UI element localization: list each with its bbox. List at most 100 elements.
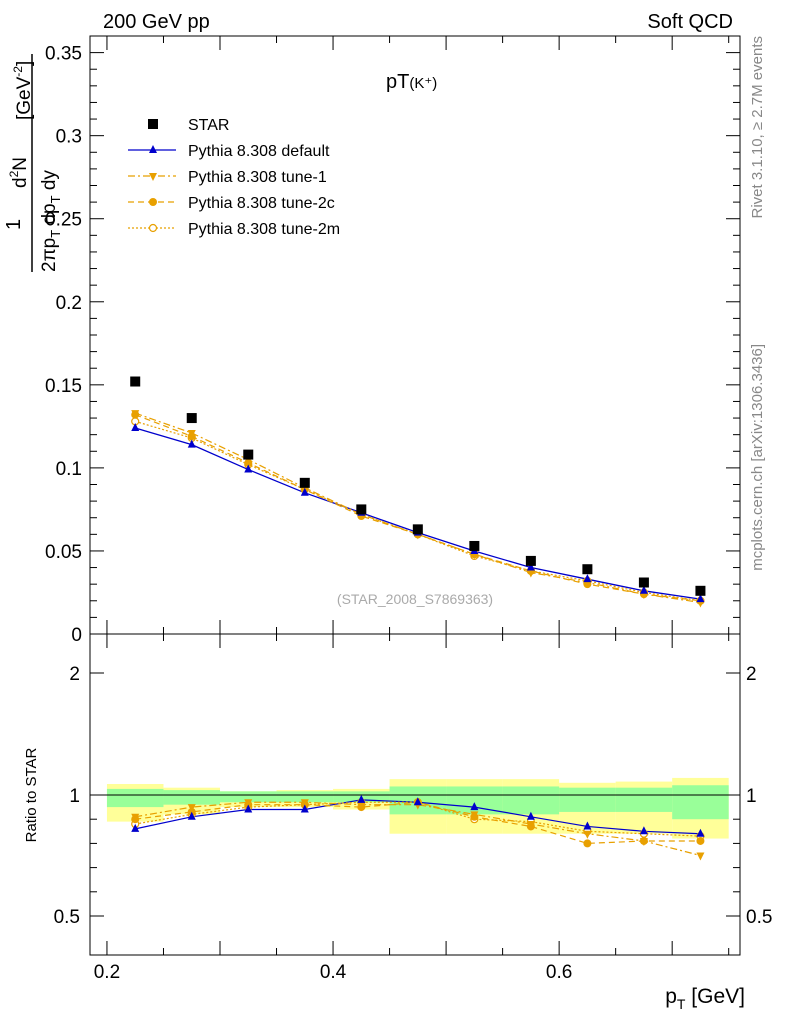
data-point-star [412, 524, 423, 535]
y-tick-label: 0.15 [45, 376, 82, 397]
side-label-upper: Rivet 3.1.10, ≥ 2.7M events [749, 36, 766, 219]
data-point-star [695, 585, 706, 596]
data-point-star [130, 376, 141, 387]
data-point-star [299, 477, 310, 488]
svg-text:d2N: d2N [7, 157, 31, 188]
plot-title-main: pT [386, 71, 409, 93]
data-point-star [356, 504, 367, 515]
uncertainty-band-inner [163, 790, 220, 805]
data-point [696, 594, 705, 603]
ratio-point [244, 799, 253, 808]
uncertainty-band-inner [559, 787, 616, 812]
legend-label: Pythia 8.308 tune-2c [188, 195, 335, 212]
x-tick-label: 0.6 [546, 962, 572, 983]
svg-text:2πpT dpT dy: 2πpT dpT dy [39, 170, 63, 272]
data-point [300, 487, 309, 496]
y-tick-label: 1 [69, 786, 80, 807]
ratio-point [470, 811, 479, 820]
uncertainty-band-inner [672, 785, 729, 820]
ratio-point [413, 797, 422, 806]
ratio-axis-label: Ratio to STAR [23, 747, 40, 842]
legend-label: Pythia 8.308 default [188, 143, 330, 160]
ratio-point [131, 813, 140, 822]
legend-label: Pythia 8.308 tune-1 [188, 169, 327, 186]
data-point [583, 574, 592, 583]
legend-marker [148, 223, 158, 233]
y-tick-label: 0.05 [45, 542, 82, 563]
data-point-star [582, 564, 593, 575]
legend-marker [149, 198, 157, 206]
uncertainty-band-inner [220, 791, 277, 803]
ratio-line [135, 801, 701, 857]
x-axis-title: pT [GeV] [665, 985, 745, 1012]
y-tick-label: 2 [69, 664, 80, 685]
uncertainty-band-inner [276, 791, 334, 803]
series-line [135, 427, 701, 600]
y-tick-label-right: 2 [746, 664, 757, 685]
ratio-point [639, 837, 648, 846]
x-tick-label: 0.2 [94, 962, 120, 983]
legend-marker [148, 119, 158, 129]
ratio-point [187, 811, 196, 820]
ratio-point [357, 794, 366, 803]
y-tick-label: 0.5 [54, 907, 80, 928]
ratio-point [696, 836, 705, 845]
y-axis-title: 1 2πpT dpT dy d2N [GeV-2] [3, 54, 63, 272]
legend-item: STAR [148, 117, 229, 134]
uncertainty-band-inner [502, 786, 560, 815]
data-point [526, 569, 535, 578]
side-label-lower: mcplots.cern.ch [arXiv:1306.3436] [749, 344, 766, 571]
y-tick-label: 0.3 [56, 127, 82, 148]
svg-text:1: 1 [3, 219, 25, 230]
analysis-id: (STAR_2008_S7869363) [337, 591, 493, 607]
header-left: 200 GeV pp [103, 11, 210, 33]
uncertainty-band-inner [106, 788, 164, 808]
data-point-star [638, 577, 649, 588]
ratio-point [357, 801, 366, 810]
legend-item: Pythia 8.308 tune-1 [128, 169, 327, 186]
ratio-point [583, 821, 592, 830]
ratio-panel: 0.2 0.4 0.6 0.5 0.5 1 1 2 2 [54, 633, 772, 983]
legend: STAR Pythia 8.308 default Pythia 8.308 tun… [128, 117, 340, 238]
header-right: Soft QCD [647, 11, 733, 33]
data-point [187, 439, 196, 448]
data-point [131, 423, 140, 432]
legend-item: Pythia 8.308 tune-2c [128, 195, 335, 212]
series-line [135, 412, 701, 604]
ratio-point [696, 828, 705, 837]
ratio-point [526, 821, 535, 830]
series-line [135, 420, 701, 602]
legend-label: Pythia 8.308 tune-2m [188, 221, 340, 238]
y-tick-label: 0.35 [45, 44, 82, 65]
data-point [639, 585, 648, 594]
data-point [187, 430, 196, 439]
ratio-point [300, 804, 309, 813]
ratio-point [187, 804, 196, 813]
plot-title: pT(K⁺) [386, 71, 437, 93]
ratio-point [583, 839, 592, 848]
legend-item: Pythia 8.308 default [128, 143, 330, 160]
data-point-star [186, 413, 197, 424]
data-point [526, 562, 535, 571]
plot-title-sub: (K⁺) [409, 75, 437, 92]
y-tick-label: 0.2 [56, 293, 82, 314]
data-point-star [469, 540, 480, 551]
ratio-point [244, 804, 253, 813]
ratio-point [300, 799, 309, 808]
data-point-star [525, 555, 536, 566]
ratio-point [583, 830, 592, 839]
ratio-point [696, 852, 705, 861]
x-tick-label: 0.4 [320, 962, 347, 983]
data-point [131, 410, 140, 419]
legend-item: Pythia 8.308 tune-2m [128, 221, 340, 238]
data-point-star [243, 449, 254, 460]
y-tick-label: 0.25 [45, 210, 82, 231]
ratio-point [470, 802, 479, 811]
uncertainty-band-inner [615, 787, 673, 812]
y-tick-label: 0.1 [56, 459, 82, 480]
ratio-point [526, 811, 535, 820]
ratio-point [131, 823, 140, 832]
series-line [135, 414, 701, 602]
data-point [244, 464, 253, 473]
